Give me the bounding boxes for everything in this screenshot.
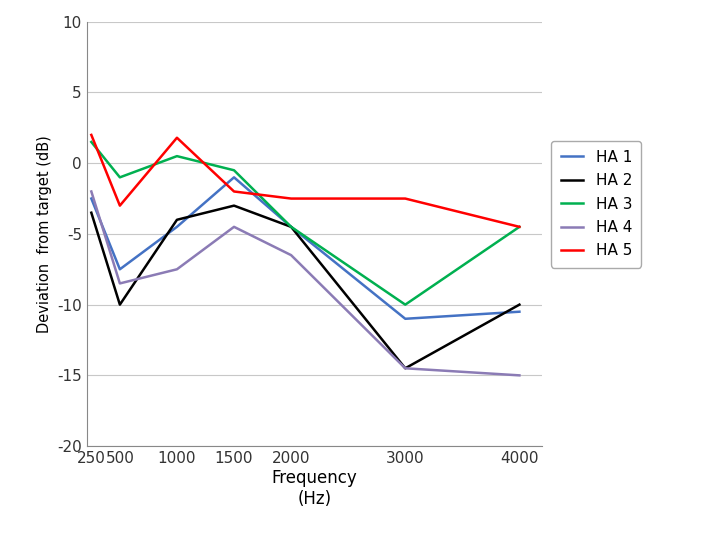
HA 4	[401, 365, 410, 372]
HA 4	[87, 188, 95, 195]
Legend: HA 1, HA 2, HA 3, HA 4, HA 5: HA 1, HA 2, HA 3, HA 4, HA 5	[552, 140, 641, 268]
HA 3	[173, 153, 181, 159]
HA 5	[401, 195, 410, 202]
HA 4	[515, 372, 523, 379]
HA 5	[287, 195, 296, 202]
HA 2	[287, 224, 296, 230]
Line: HA 4: HA 4	[91, 191, 519, 375]
HA 2	[401, 365, 410, 372]
Line: HA 2: HA 2	[91, 206, 519, 368]
HA 5	[116, 202, 124, 209]
HA 2	[116, 301, 124, 308]
HA 3	[287, 224, 296, 230]
X-axis label: Frequency
(Hz): Frequency (Hz)	[272, 469, 357, 508]
HA 1	[173, 224, 181, 230]
HA 3	[87, 139, 95, 145]
HA 3	[401, 301, 410, 308]
HA 5	[173, 134, 181, 141]
HA 5	[87, 132, 95, 138]
HA 1	[87, 195, 95, 202]
HA 4	[173, 266, 181, 273]
HA 1	[401, 316, 410, 322]
HA 3	[230, 167, 239, 174]
Line: HA 5: HA 5	[91, 135, 519, 227]
Line: HA 3: HA 3	[91, 142, 519, 305]
HA 1	[287, 224, 296, 230]
Y-axis label: Deviation  from target (dB): Deviation from target (dB)	[37, 135, 51, 333]
HA 2	[87, 209, 95, 216]
HA 1	[116, 266, 124, 273]
HA 2	[230, 202, 239, 209]
HA 3	[116, 174, 124, 181]
HA 1	[515, 308, 523, 315]
HA 2	[515, 301, 523, 308]
HA 4	[287, 252, 296, 258]
Line: HA 1: HA 1	[91, 177, 519, 319]
HA 5	[515, 224, 523, 230]
HA 1	[230, 174, 239, 181]
HA 5	[230, 188, 239, 195]
HA 4	[230, 224, 239, 230]
HA 2	[173, 217, 181, 223]
HA 3	[515, 224, 523, 230]
HA 4	[116, 280, 124, 287]
